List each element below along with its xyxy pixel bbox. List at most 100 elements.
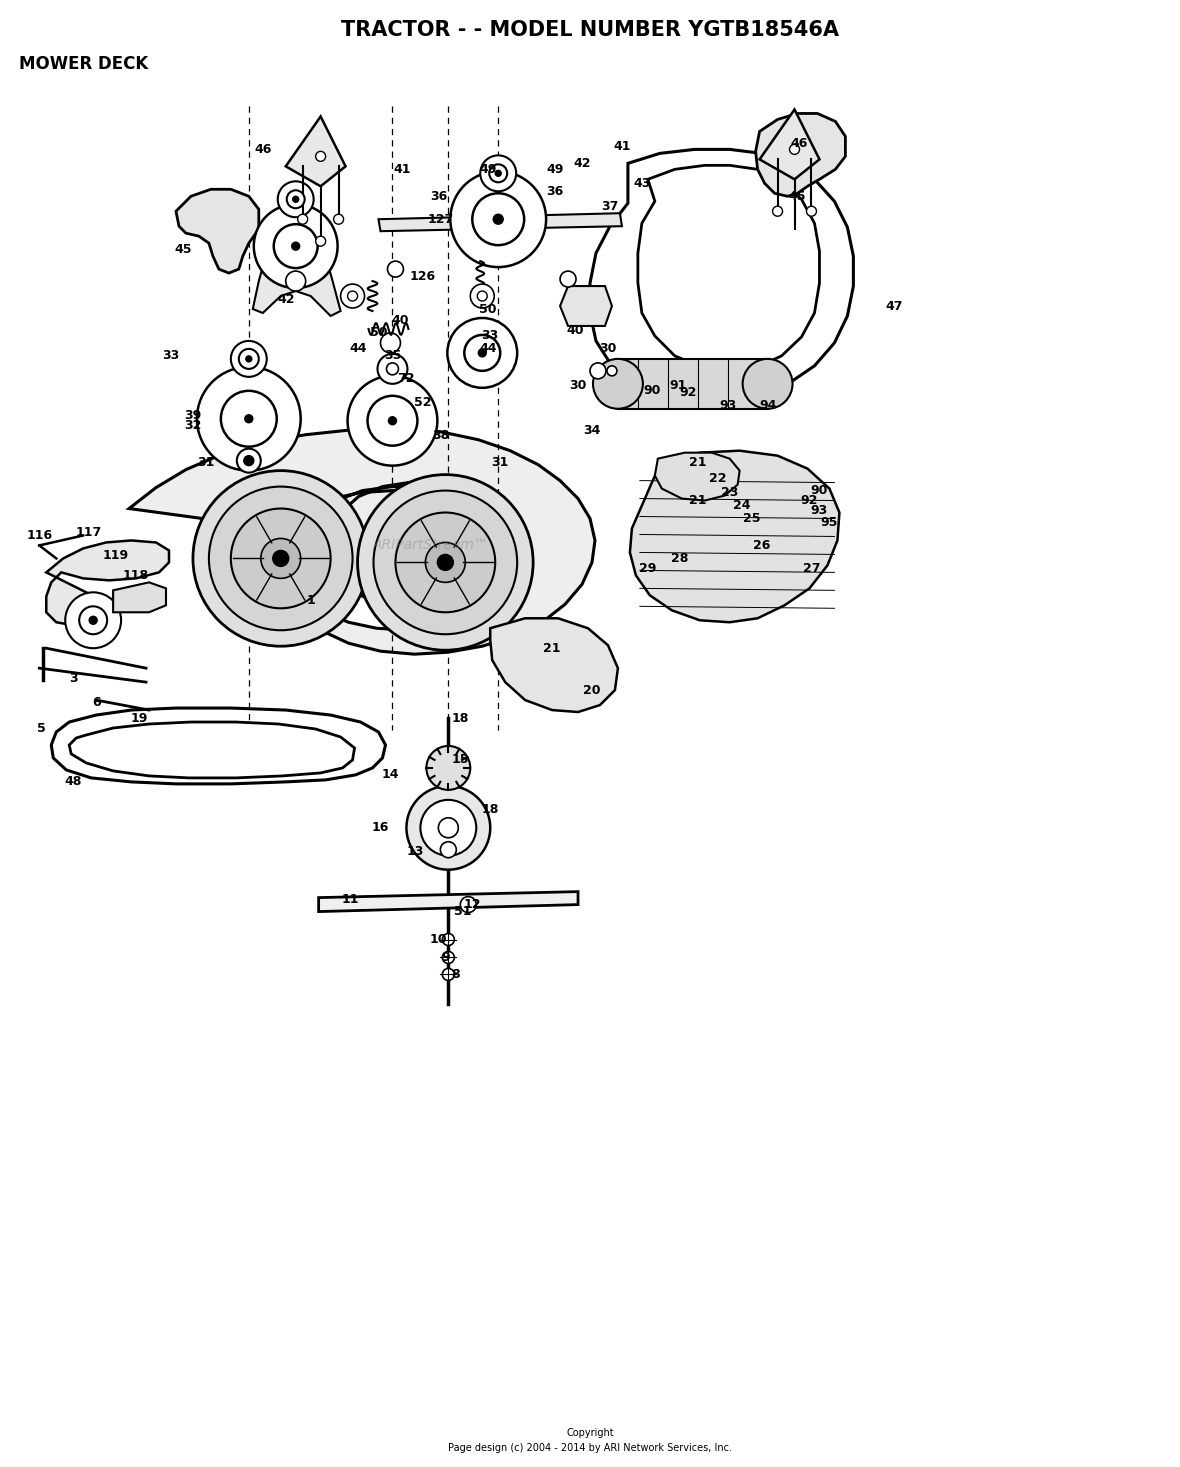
Circle shape: [406, 786, 490, 870]
Text: 46: 46: [791, 136, 808, 150]
Text: 127: 127: [427, 213, 453, 226]
Text: 10: 10: [430, 933, 447, 946]
Circle shape: [380, 333, 400, 354]
Text: 27: 27: [802, 562, 820, 575]
Circle shape: [560, 271, 576, 288]
Text: 50: 50: [369, 327, 387, 339]
Circle shape: [297, 214, 308, 224]
Circle shape: [388, 417, 396, 425]
Text: 40: 40: [566, 324, 584, 337]
Text: 33: 33: [481, 330, 499, 342]
Text: 14: 14: [381, 769, 399, 782]
Circle shape: [477, 290, 487, 301]
Text: 6: 6: [92, 695, 100, 709]
Text: 45: 45: [788, 189, 806, 202]
Text: TRACTOR - - MODEL NUMBER YGTB18546A: TRACTOR - - MODEL NUMBER YGTB18546A: [341, 19, 839, 40]
Circle shape: [237, 449, 261, 472]
Text: 47: 47: [885, 299, 903, 312]
Text: 36: 36: [546, 185, 564, 198]
Text: 44: 44: [349, 342, 367, 355]
Text: 23: 23: [721, 486, 739, 499]
Circle shape: [273, 550, 289, 566]
Circle shape: [590, 362, 607, 378]
Text: 90: 90: [811, 484, 828, 497]
Circle shape: [231, 509, 330, 609]
Text: 25: 25: [743, 512, 760, 525]
Text: 28: 28: [671, 552, 688, 565]
Circle shape: [348, 290, 358, 301]
Circle shape: [395, 512, 496, 612]
Circle shape: [464, 334, 500, 371]
Circle shape: [789, 144, 800, 154]
Text: 43: 43: [634, 178, 650, 189]
Text: Copyright: Copyright: [566, 1429, 614, 1438]
Circle shape: [286, 271, 306, 290]
Circle shape: [293, 197, 299, 202]
Text: 12: 12: [464, 898, 481, 911]
Text: 118: 118: [123, 569, 149, 582]
Circle shape: [238, 349, 258, 368]
Circle shape: [471, 285, 494, 308]
Circle shape: [773, 207, 782, 216]
Circle shape: [79, 606, 107, 634]
Text: Page design (c) 2004 - 2014 by ARI Network Services, Inc.: Page design (c) 2004 - 2014 by ARI Netwo…: [448, 1444, 732, 1454]
Text: 29: 29: [640, 562, 656, 575]
Circle shape: [442, 933, 454, 946]
Polygon shape: [638, 166, 819, 371]
Polygon shape: [253, 257, 341, 315]
Circle shape: [244, 456, 254, 465]
Text: 119: 119: [103, 549, 129, 562]
Text: 11: 11: [342, 893, 360, 907]
Text: 90: 90: [643, 384, 661, 398]
Polygon shape: [655, 453, 740, 500]
Text: 31: 31: [492, 456, 509, 469]
Text: 49: 49: [479, 163, 497, 176]
Circle shape: [425, 543, 465, 582]
Circle shape: [358, 475, 533, 650]
Text: 34: 34: [583, 424, 601, 437]
Text: 5: 5: [37, 722, 46, 735]
Circle shape: [478, 349, 486, 356]
Circle shape: [426, 747, 471, 789]
Polygon shape: [46, 540, 169, 625]
Text: 16: 16: [372, 822, 389, 835]
Text: 94: 94: [759, 399, 776, 412]
Text: 8: 8: [451, 968, 460, 981]
Text: 35: 35: [384, 349, 401, 362]
Circle shape: [594, 359, 643, 409]
Text: 31: 31: [197, 456, 215, 469]
Text: 52: 52: [414, 396, 431, 409]
Text: 19: 19: [130, 711, 148, 725]
Text: 38: 38: [432, 430, 448, 442]
Polygon shape: [129, 428, 595, 654]
Circle shape: [451, 172, 546, 267]
Polygon shape: [113, 582, 166, 612]
Text: 95: 95: [821, 516, 838, 530]
Circle shape: [442, 968, 454, 980]
Text: 91: 91: [669, 380, 687, 392]
Text: 39: 39: [184, 409, 202, 422]
Circle shape: [480, 156, 516, 191]
Text: 50: 50: [479, 302, 497, 315]
Polygon shape: [379, 213, 622, 232]
Polygon shape: [70, 722, 354, 778]
Circle shape: [490, 164, 507, 182]
Circle shape: [374, 490, 517, 634]
Text: 51: 51: [453, 905, 471, 918]
Text: 9: 9: [441, 951, 450, 964]
Text: 24: 24: [733, 499, 750, 512]
Text: 21: 21: [543, 641, 560, 654]
Text: 30: 30: [599, 342, 617, 355]
Text: 93: 93: [811, 505, 828, 516]
Text: 13: 13: [407, 845, 424, 858]
Circle shape: [315, 151, 326, 161]
Polygon shape: [176, 189, 258, 273]
Polygon shape: [286, 116, 346, 186]
Text: 32: 32: [184, 420, 202, 433]
Text: 92: 92: [678, 386, 696, 399]
Text: 15: 15: [452, 754, 470, 766]
Circle shape: [334, 214, 343, 224]
Text: ARIPartStream™: ARIPartStream™: [373, 538, 489, 553]
Circle shape: [197, 367, 301, 471]
Text: 40: 40: [392, 314, 409, 327]
